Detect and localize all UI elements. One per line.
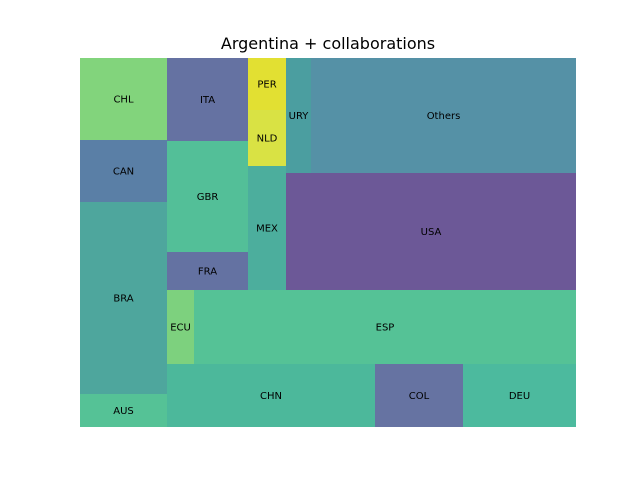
treemap-cell-col xyxy=(375,364,463,427)
treemap-cell-aus xyxy=(80,394,167,427)
treemap-cell-esp xyxy=(194,290,576,364)
treemap-cell-mex xyxy=(248,166,286,290)
chart-title: Argentina + collaborations xyxy=(221,34,435,53)
treemap-label-ecu: ECU xyxy=(170,323,191,334)
treemap-cell-bra xyxy=(80,202,167,394)
treemap-label-others: Others xyxy=(427,111,461,122)
treemap-cell-usa xyxy=(286,173,576,290)
treemap-cell-chn xyxy=(167,364,375,427)
treemap-cell-per xyxy=(248,58,286,110)
treemap-cell-others xyxy=(311,58,576,173)
treemap-cell-deu xyxy=(463,364,576,427)
treemap-label-per: PER xyxy=(257,80,276,91)
treemap-label-nld: NLD xyxy=(257,134,278,145)
treemap-cell-chl xyxy=(80,58,167,140)
treemap-label-mex: MEX xyxy=(256,224,278,235)
treemap-cell-can xyxy=(80,140,167,202)
treemap-label-gbr: GBR xyxy=(197,192,219,203)
treemap-cell-ecu xyxy=(167,290,194,364)
treemap-cell-gbr xyxy=(167,141,248,252)
treemap-label-esp: ESP xyxy=(376,323,395,334)
treemap-cells: Others USA ESP BRA CHN MEX GBR DEU ITA CHL COL CAN U… xyxy=(80,58,576,427)
treemap-label-chn: CHN xyxy=(260,391,282,402)
treemap-label-usa: USA xyxy=(421,227,442,238)
treemap-label-deu: DEU xyxy=(509,391,530,402)
treemap-label-col: COL xyxy=(409,391,430,402)
treemap-label-ury: URY xyxy=(289,111,310,122)
treemap-label-bra: BRA xyxy=(113,294,133,305)
treemap-label-ita: ITA xyxy=(200,95,215,106)
treemap-label-aus: AUS xyxy=(113,406,134,417)
treemap-label-can: CAN xyxy=(113,167,134,178)
treemap-label-chl: CHL xyxy=(113,95,134,106)
treemap-cell-ury xyxy=(286,58,311,173)
treemap-cell-nld xyxy=(248,110,286,166)
treemap-cell-ita xyxy=(167,58,248,141)
treemap-cell-fra xyxy=(167,252,248,290)
treemap-label-fra: FRA xyxy=(198,267,217,278)
